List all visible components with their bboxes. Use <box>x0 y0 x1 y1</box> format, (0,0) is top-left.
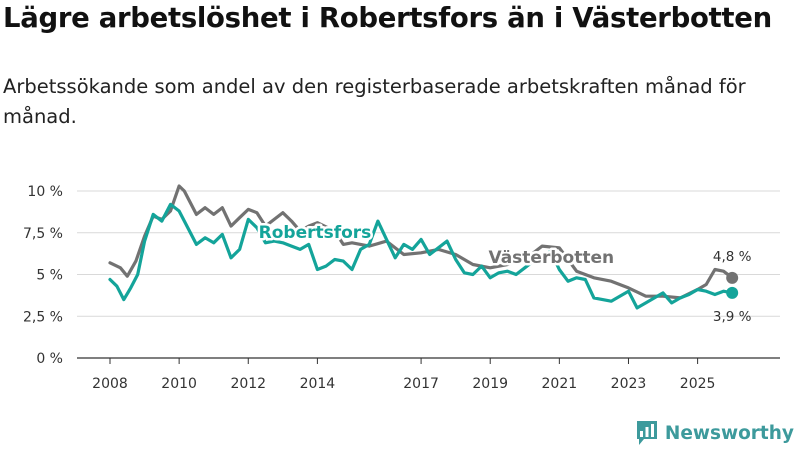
brand-logo: Newsworthy <box>635 420 794 446</box>
series-line-vasterbotten <box>108 184 734 300</box>
brand-name: Newsworthy <box>664 422 794 444</box>
y-tick-label: 7,5 % <box>23 226 63 242</box>
series-line-robertsfors <box>108 202 734 310</box>
x-tick-label: 2008 <box>92 376 128 392</box>
series-label-robertsfors: Robertsfors <box>259 223 372 243</box>
end-value-label-robertsfors: 3,9 % <box>713 309 752 325</box>
x-tick-label: 2014 <box>300 376 336 392</box>
page-title: Lägre arbetslöshet i Robertsfors än i Vä… <box>3 2 772 34</box>
x-tick-label: 2019 <box>472 376 508 392</box>
x-tick-label: 2017 <box>403 376 439 392</box>
y-tick-label: 2,5 % <box>23 309 63 325</box>
series-label-vasterbotten: Västerbotten <box>488 248 614 268</box>
y-tick-label: 10 % <box>27 184 63 200</box>
end-point-robertsfors <box>726 286 739 299</box>
page-subtitle: Arbetssökande som andel av den registerb… <box>3 75 746 128</box>
x-tick-label: 2012 <box>230 376 266 392</box>
x-tick-label: 2010 <box>161 376 197 392</box>
grid: 0 % 2,5 % 5 % 7,5 % 10 % <box>23 184 780 367</box>
x-tick-label: 2021 <box>542 376 578 392</box>
end-value-label-vasterbotten: 4,8 % <box>713 249 752 265</box>
chart-labels: 4,8 % 3,9 % Robertsfors Västerbotten <box>256 220 752 325</box>
end-point-vasterbotten <box>726 271 739 284</box>
y-tick-label: 5 % <box>36 268 63 284</box>
y-tick-label: 0 % <box>36 351 63 367</box>
series-lines <box>108 184 739 310</box>
x-axis: 2008 2010 2012 2014 2017 2019 2021 2023 2025 <box>77 357 780 392</box>
newsworthy-logo-icon <box>636 421 657 445</box>
x-tick-label: 2023 <box>611 376 647 392</box>
x-tick-label: 2025 <box>680 376 716 392</box>
